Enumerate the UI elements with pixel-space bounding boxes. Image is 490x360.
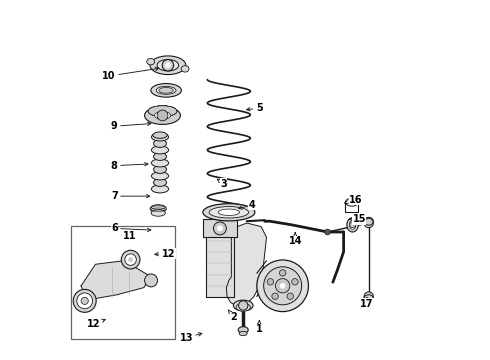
Circle shape (324, 229, 330, 235)
Ellipse shape (153, 153, 167, 161)
Text: 10: 10 (102, 67, 159, 81)
Ellipse shape (181, 66, 189, 72)
Ellipse shape (145, 107, 180, 125)
Circle shape (157, 110, 168, 121)
Circle shape (264, 267, 302, 305)
Text: 9: 9 (111, 121, 151, 131)
Text: 15: 15 (349, 215, 366, 224)
Text: 12: 12 (87, 319, 105, 329)
Text: 7: 7 (111, 191, 150, 201)
Text: 6: 6 (111, 224, 151, 233)
Circle shape (350, 222, 355, 228)
Ellipse shape (345, 198, 358, 206)
Ellipse shape (151, 172, 169, 180)
Ellipse shape (150, 56, 186, 75)
Circle shape (217, 226, 223, 231)
Ellipse shape (153, 140, 167, 147)
Ellipse shape (209, 207, 248, 218)
Ellipse shape (233, 300, 253, 311)
Text: 4: 4 (239, 200, 255, 210)
Ellipse shape (150, 205, 166, 213)
Ellipse shape (151, 185, 169, 193)
FancyBboxPatch shape (206, 230, 234, 297)
Text: 14: 14 (289, 233, 302, 246)
Ellipse shape (154, 112, 171, 120)
Circle shape (287, 293, 294, 300)
Circle shape (272, 293, 278, 300)
Ellipse shape (238, 327, 248, 333)
Text: 11: 11 (123, 231, 137, 240)
Circle shape (125, 254, 136, 265)
Ellipse shape (349, 220, 356, 229)
Text: 5: 5 (246, 103, 263, 113)
Ellipse shape (148, 106, 177, 117)
Circle shape (145, 274, 157, 287)
FancyBboxPatch shape (72, 226, 175, 338)
Circle shape (162, 59, 173, 71)
Ellipse shape (148, 106, 177, 117)
Ellipse shape (159, 87, 173, 93)
Text: 17: 17 (360, 298, 374, 309)
Circle shape (279, 270, 286, 276)
Ellipse shape (147, 58, 155, 65)
Text: 13: 13 (179, 333, 202, 343)
Circle shape (122, 250, 140, 269)
Text: 8: 8 (111, 161, 148, 171)
Ellipse shape (148, 106, 177, 117)
Circle shape (280, 283, 286, 289)
Ellipse shape (218, 209, 240, 216)
Ellipse shape (151, 146, 169, 154)
Circle shape (275, 279, 290, 293)
Ellipse shape (148, 106, 177, 117)
Circle shape (81, 297, 88, 305)
Circle shape (292, 279, 298, 285)
Circle shape (214, 222, 226, 235)
Circle shape (267, 279, 273, 285)
Text: 12: 12 (155, 248, 175, 258)
Ellipse shape (153, 166, 167, 174)
Ellipse shape (151, 159, 169, 167)
Text: 3: 3 (217, 179, 227, 189)
Circle shape (165, 62, 171, 68)
Ellipse shape (151, 84, 181, 97)
Ellipse shape (153, 179, 167, 186)
Ellipse shape (153, 132, 167, 138)
Ellipse shape (236, 303, 250, 311)
Ellipse shape (156, 86, 176, 94)
Ellipse shape (151, 210, 166, 216)
Ellipse shape (157, 59, 179, 71)
Circle shape (239, 301, 248, 310)
Circle shape (128, 257, 133, 262)
Polygon shape (81, 261, 151, 300)
Polygon shape (226, 223, 267, 306)
Ellipse shape (203, 204, 255, 221)
Circle shape (364, 219, 373, 228)
Ellipse shape (347, 218, 358, 232)
Text: 16: 16 (344, 195, 363, 205)
Text: 1: 1 (256, 320, 263, 334)
Text: 2: 2 (228, 310, 238, 322)
Circle shape (77, 293, 93, 309)
Circle shape (73, 289, 96, 312)
Circle shape (257, 260, 309, 312)
Circle shape (364, 292, 373, 301)
Ellipse shape (151, 133, 169, 141)
FancyBboxPatch shape (203, 220, 237, 237)
Ellipse shape (239, 331, 247, 336)
